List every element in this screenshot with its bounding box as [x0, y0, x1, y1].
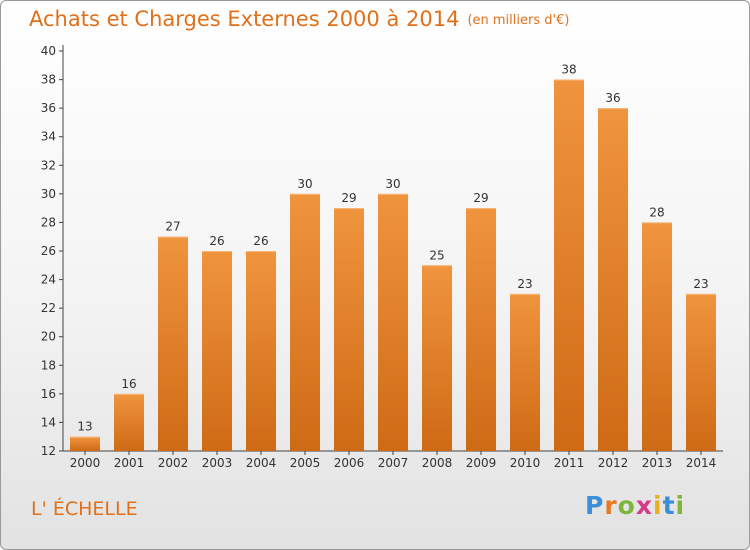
bar-value-label: 13	[77, 420, 92, 434]
logo-letter: r	[604, 491, 618, 520]
y-tick-label: 22	[41, 301, 56, 315]
bar	[642, 222, 672, 451]
x-tick-label: 2004	[246, 456, 277, 470]
bar-value-label: 26	[209, 234, 224, 248]
y-tick-label: 34	[41, 130, 56, 144]
bar-value-label: 27	[165, 220, 180, 234]
logo-letter: o	[617, 491, 636, 520]
x-tick-label: 2007	[378, 456, 409, 470]
y-tick-label: 40	[41, 44, 56, 58]
bar-value-label: 28	[649, 205, 664, 219]
x-tick-label: 2005	[290, 456, 321, 470]
bar	[290, 193, 320, 451]
x-tick-label: 2010	[510, 456, 541, 470]
y-tick-label: 18	[41, 358, 56, 372]
y-tick-label: 16	[41, 387, 56, 401]
bar	[202, 251, 232, 451]
bar-value-label: 29	[473, 191, 488, 205]
bar-value-label: 30	[385, 177, 400, 191]
bar	[686, 293, 716, 451]
bar	[378, 193, 408, 451]
y-tick-label: 26	[41, 244, 56, 258]
y-tick-label: 24	[41, 273, 56, 287]
logo-letter: P	[585, 491, 605, 520]
x-tick-label: 2006	[334, 456, 365, 470]
x-tick-label: 2014	[686, 456, 717, 470]
x-tick-label: 2008	[422, 456, 453, 470]
y-tick-label: 20	[41, 330, 56, 344]
y-tick-label: 12	[41, 444, 56, 458]
logo-letter: t	[662, 491, 676, 520]
bar	[334, 208, 364, 451]
chart-subtitle: (en milliers d'€)	[467, 13, 570, 28]
bar-value-label: 23	[693, 277, 708, 291]
y-tick-label: 32	[41, 158, 56, 172]
bar	[466, 208, 496, 451]
bar	[598, 108, 628, 452]
bar	[70, 436, 100, 451]
x-tick-label: 2002	[158, 456, 189, 470]
logo-letter: i	[653, 491, 663, 520]
bar	[554, 79, 584, 452]
chart-title: Achats et Charges Externes 2000 à 2014 (e…	[29, 7, 569, 31]
bar	[422, 265, 452, 451]
logo-letter: i	[675, 491, 686, 520]
x-tick-label: 2009	[466, 456, 497, 470]
y-tick-label: 36	[41, 101, 56, 115]
bar	[510, 293, 540, 451]
x-tick-label: 2013	[642, 456, 673, 470]
bar	[158, 236, 188, 451]
x-tick-label: 2001	[114, 456, 145, 470]
chart-title-text: Achats et Charges Externes 2000 à 2014	[29, 7, 460, 31]
x-tick-label: 2003	[202, 456, 233, 470]
bar-value-label: 26	[253, 234, 268, 248]
proxiti-logo: Proxiti	[585, 491, 685, 520]
bar-value-label: 38	[561, 63, 576, 77]
bar-value-label: 16	[121, 377, 136, 391]
bar	[246, 251, 276, 451]
bar-value-label: 23	[517, 277, 532, 291]
place-name: L' ÉCHELLE	[31, 498, 138, 520]
y-tick-label: 30	[41, 187, 56, 201]
y-tick-label: 28	[41, 215, 56, 229]
bar	[114, 393, 144, 451]
y-tick-label: 38	[41, 73, 56, 87]
bar-value-label: 30	[297, 177, 312, 191]
y-tick-label: 14	[41, 415, 56, 429]
bar-value-label: 36	[605, 91, 620, 105]
bar-value-label: 25	[429, 248, 444, 262]
x-tick-label: 2011	[554, 456, 585, 470]
x-tick-label: 2000	[70, 456, 101, 470]
bar-value-label: 29	[341, 191, 356, 205]
logo-letter: x	[635, 491, 653, 520]
x-tick-label: 2012	[598, 456, 629, 470]
